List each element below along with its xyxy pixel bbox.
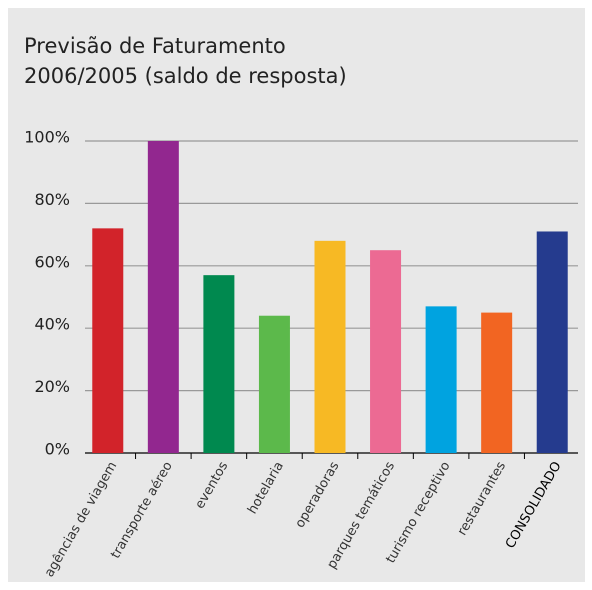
y-tick-label: 100% [24,128,70,147]
bar [425,306,457,453]
bar [92,228,124,453]
bar [536,231,568,453]
bar [258,315,290,453]
y-tick-label: 60% [34,252,70,271]
chart-title: Previsão de Faturamento [24,34,286,58]
bar [314,240,346,453]
y-tick-label: 20% [34,377,70,396]
y-tick-label: 80% [34,190,70,209]
bar [370,250,402,453]
y-tick-label: 0% [45,440,70,459]
y-tick-label: 40% [34,315,70,334]
bar [481,312,513,453]
bar [147,141,179,453]
bar [203,275,235,453]
chart-title: 2006/2005 (saldo de resposta) [24,64,347,88]
